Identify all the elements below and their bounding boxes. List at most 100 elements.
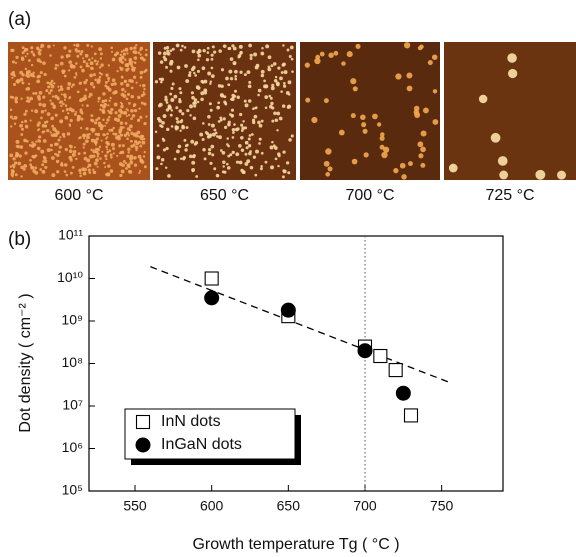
afm-dot: [122, 126, 125, 129]
afm-dot: [206, 51, 210, 54]
afm-dot: [164, 95, 168, 99]
afm-dot: [181, 125, 186, 130]
afm-dot: [478, 94, 488, 104]
afm-dot: [139, 70, 144, 75]
afm-dot: [40, 116, 43, 120]
afm-dot: [194, 141, 199, 145]
afm-dot: [239, 51, 243, 55]
afm-dot: [131, 114, 136, 118]
afm-dot: [126, 92, 131, 96]
marker: [357, 343, 373, 359]
afm-dot: [79, 174, 82, 178]
afm-dot: [372, 113, 378, 120]
afm-dot: [101, 99, 105, 104]
afm-dot: [73, 76, 77, 79]
afm-dot: [59, 61, 64, 66]
afm-dot: [75, 62, 78, 65]
afm-dot: [105, 73, 109, 77]
afm-dot: [188, 71, 192, 74]
afm-dot: [61, 69, 65, 73]
afm-dot: [166, 127, 170, 132]
afm-dot: [139, 53, 142, 56]
afm-dot: [242, 120, 245, 123]
afm-dot: [41, 163, 45, 167]
afm-dot: [175, 149, 180, 154]
afm-dot: [376, 122, 382, 127]
afm-dot: [22, 167, 26, 171]
marker: [204, 290, 220, 306]
afm-dot: [23, 164, 27, 168]
afm-dot: [107, 64, 111, 67]
afm-dot: [82, 60, 86, 64]
afm-dot: [251, 133, 254, 136]
y-tick-label: 10¹⁰: [57, 269, 83, 285]
afm-dot: [29, 72, 33, 77]
afm-dot: [69, 158, 73, 162]
afm-dot: [105, 137, 108, 140]
afm-dot: [111, 78, 116, 83]
afm-dot: [203, 79, 208, 84]
afm-dot: [116, 154, 119, 158]
afm-dot: [65, 107, 69, 111]
afm-dot: [170, 125, 174, 128]
afm-dot: [61, 164, 64, 167]
afm-dot: [305, 97, 311, 103]
afm-dot: [207, 123, 211, 126]
afm-dot: [222, 44, 227, 49]
afm-dot: [63, 163, 68, 167]
afm-dot: [243, 73, 247, 77]
afm-dot: [108, 99, 111, 103]
afm-dot: [14, 161, 18, 165]
afm-dot: [112, 132, 115, 136]
afm-dot: [240, 136, 244, 140]
afm-dot: [46, 112, 51, 116]
afm-dot: [257, 120, 261, 125]
afm-dot: [130, 62, 133, 66]
afm-dot: [57, 89, 61, 92]
afm-dot: [65, 173, 69, 177]
afm-dot: [15, 145, 19, 148]
afm-dot: [258, 142, 261, 145]
afm-dot: [229, 153, 233, 157]
afm-dot: [350, 113, 356, 119]
afm-dot: [175, 117, 179, 121]
afm-dot: [137, 95, 141, 100]
afm-dot: [202, 122, 205, 125]
afm-dot: [241, 170, 246, 175]
afm-dot: [265, 44, 270, 49]
afm-dot: [34, 91, 38, 95]
afm-dot: [144, 68, 148, 72]
afm-dot: [228, 69, 233, 74]
afm-dot: [196, 50, 200, 55]
afm-dot: [236, 95, 240, 100]
afm-dot: [32, 71, 35, 74]
afm-dot: [68, 69, 71, 72]
afm-dot: [197, 53, 202, 58]
afm-dot: [165, 65, 168, 69]
afm-dot: [325, 172, 331, 177]
afm-dot: [42, 139, 47, 143]
afm-dot: [201, 137, 205, 141]
afm-dot: [94, 132, 98, 136]
afm-dot: [218, 135, 222, 140]
afm-dot: [36, 58, 41, 63]
afm-dot: [243, 99, 247, 103]
afm-dot: [60, 93, 63, 96]
afm-dot: [15, 55, 19, 59]
afm-dot: [9, 108, 13, 112]
afm-dot: [50, 148, 53, 152]
afm-dot: [125, 68, 129, 72]
afm-dot: [191, 95, 195, 100]
afm-dot: [183, 46, 187, 49]
afm-dot: [210, 53, 214, 57]
afm-dot: [291, 70, 294, 73]
afm-dot: [90, 118, 94, 122]
afm-dot: [34, 109, 39, 114]
afm-dot: [133, 75, 137, 79]
afm-dot: [381, 151, 388, 159]
afm-dot: [129, 58, 132, 62]
afm-dot: [247, 84, 252, 89]
afm-dot: [209, 82, 212, 85]
afm-dot: [131, 67, 135, 71]
afm-dot: [30, 144, 35, 148]
